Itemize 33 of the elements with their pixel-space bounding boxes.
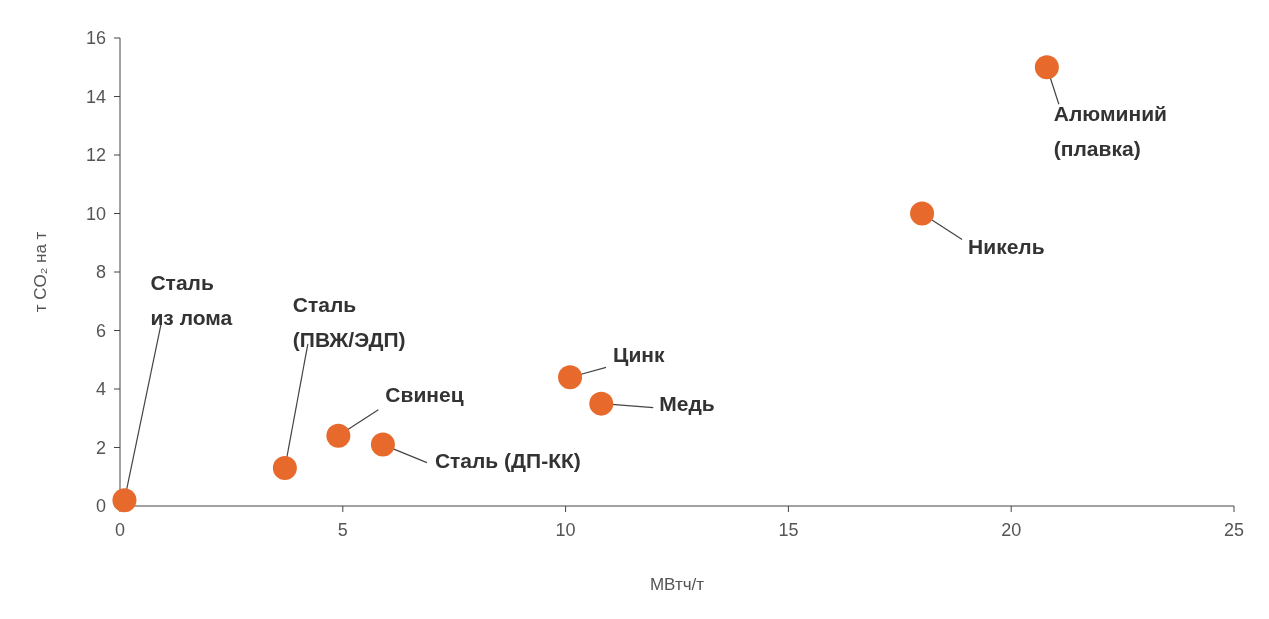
y-tick-label: 4 — [95, 379, 106, 400]
point — [589, 391, 614, 416]
point — [1034, 55, 1059, 80]
point — [910, 201, 935, 226]
annotation: Цинк — [613, 343, 665, 367]
y-tick-label: 10 — [85, 203, 106, 224]
annotation: Сталь (ДП-КК) — [434, 448, 581, 472]
annotation: Сталь (ПВЖ/ЭДП) — [292, 292, 406, 351]
point — [272, 455, 297, 480]
point — [326, 423, 351, 448]
y-tick-label: 12 — [85, 145, 106, 166]
y-tick-label: 8 — [95, 262, 106, 283]
x-axis-title: МВтч/т — [649, 575, 705, 594]
x-tick-label: 10 — [555, 520, 576, 540]
x-tick-label: 25 — [1223, 520, 1245, 540]
x-tick-label: 0 — [114, 520, 126, 540]
annotation: Никель — [968, 234, 1045, 258]
y-axis-title: т CO₂ на т — [31, 231, 50, 313]
y-tick-label: 2 — [95, 437, 106, 458]
x-tick-label: 5 — [337, 520, 348, 540]
y-tick-label: 6 — [95, 320, 106, 341]
point — [112, 488, 137, 513]
point — [558, 365, 583, 390]
point — [370, 432, 395, 457]
y-tick-label: 0 — [95, 496, 106, 517]
y-tick-label: 14 — [85, 86, 106, 107]
annotation: Медь — [659, 391, 715, 415]
x-tick-label: 15 — [778, 520, 799, 540]
y-tick-label: 16 — [85, 28, 106, 49]
x-tick-label: 20 — [1001, 520, 1022, 540]
annotation: Свинец — [385, 382, 464, 406]
annotation: Сталь из лома — [150, 271, 233, 330]
annotation: Алюминий (плавка) — [1053, 102, 1167, 161]
